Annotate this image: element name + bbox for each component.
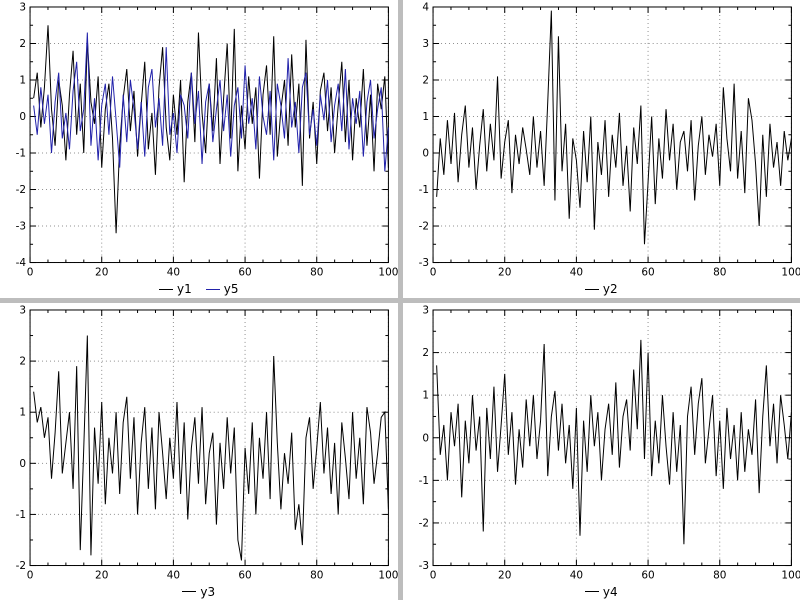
legend-line-sample: [159, 288, 173, 290]
svg-text:40: 40: [167, 569, 180, 581]
svg-text:40: 40: [569, 569, 582, 581]
legend-item-y5: y5: [205, 282, 239, 296]
svg-text:0: 0: [27, 569, 34, 581]
svg-text:-2: -2: [418, 517, 428, 529]
svg-text:100: 100: [378, 569, 397, 581]
svg-text:1: 1: [422, 111, 429, 123]
legend-y2: y2: [403, 281, 800, 298]
svg-text:-3: -3: [418, 257, 428, 269]
svg-text:-3: -3: [418, 560, 428, 572]
legend-item-y3: y3: [182, 585, 215, 599]
svg-text:60: 60: [238, 267, 251, 279]
svg-text:-1: -1: [418, 184, 428, 196]
svg-text:1: 1: [19, 74, 26, 86]
plot-area-y2: 0 20 40 60 80 100 -3 -2 -1 0 1 2 3 4: [403, 0, 800, 281]
svg-text:80: 80: [713, 569, 726, 581]
legend-item-y1: y1: [159, 282, 192, 296]
legend-item-y4: y4: [584, 584, 618, 599]
svg-text:2: 2: [19, 355, 26, 367]
svg-text:80: 80: [310, 569, 323, 581]
legend-label: y3: [200, 584, 216, 599]
svg-text:3: 3: [422, 304, 429, 316]
svg-text:4: 4: [422, 1, 429, 13]
svg-text:0: 0: [422, 432, 429, 444]
legend-line-sample: [584, 591, 599, 592]
svg-text:-1: -1: [418, 474, 428, 486]
svg-text:100: 100: [781, 267, 800, 279]
legend-label: y1: [177, 282, 192, 296]
svg-text:2: 2: [422, 347, 429, 359]
svg-text:20: 20: [498, 569, 511, 581]
svg-text:0: 0: [27, 267, 34, 279]
legend-y1-y5: y1 y5: [0, 281, 398, 298]
svg-text:20: 20: [95, 267, 108, 279]
svg-text:0: 0: [19, 457, 26, 469]
svg-text:40: 40: [167, 267, 180, 279]
svg-text:80: 80: [310, 267, 323, 279]
svg-text:60: 60: [641, 267, 654, 279]
svg-text:60: 60: [238, 569, 251, 581]
svg-text:0: 0: [422, 148, 429, 160]
plot-area-y1-y5: 0 20 40 60 80 100 -4 -3 -2 -1 0 1 2 3: [0, 0, 398, 281]
legend-y4: y4: [403, 583, 800, 600]
svg-text:100: 100: [781, 569, 800, 581]
chart-panel-top-right: 0 20 40 60 80 100 -3 -2 -1 0 1 2 3 4 y2: [402, 0, 800, 298]
plot-area-y4: 0 20 40 60 80 100 -3 -2 -1 0 1 2 3: [403, 303, 800, 584]
legend-line-sample: [584, 288, 599, 290]
legend-y3: y3: [0, 583, 398, 600]
svg-text:2: 2: [19, 38, 26, 50]
svg-text:1: 1: [422, 389, 429, 401]
chart-panel-top-left: 0 20 40 60 80 100 -4 -3 -2 -1 0 1 2 3 y1 y5: [0, 0, 398, 298]
svg-text:3: 3: [422, 38, 429, 50]
svg-text:-2: -2: [16, 184, 26, 196]
svg-text:3: 3: [19, 304, 26, 316]
svg-text:-3: -3: [16, 221, 26, 233]
svg-text:20: 20: [498, 267, 511, 279]
svg-text:0: 0: [429, 267, 436, 279]
svg-text:-1: -1: [16, 148, 26, 160]
svg-text:3: 3: [19, 1, 26, 13]
svg-text:80: 80: [713, 267, 726, 279]
svg-text:1: 1: [19, 406, 26, 418]
chart-panel-bottom-left: 0 20 40 60 80 100 -2 -1 0 1 2 3 y3: [0, 302, 398, 600]
legend-item-y2: y2: [584, 282, 618, 296]
chart-panel-bottom-right: 0 20 40 60 80 100 -3 -2 -1 0 1 2 3 y4: [402, 302, 800, 600]
svg-text:-4: -4: [16, 257, 27, 269]
plot-area-y3: 0 20 40 60 80 100 -2 -1 0 1 2 3: [0, 303, 398, 584]
legend-label: y2: [602, 282, 618, 296]
svg-text:-2: -2: [418, 221, 428, 233]
legend-label: y4: [602, 584, 618, 599]
legend-line-sample: [205, 288, 220, 290]
svg-text:-2: -2: [16, 560, 26, 572]
svg-text:-1: -1: [16, 508, 26, 520]
svg-text:40: 40: [569, 267, 582, 279]
legend-line-sample: [182, 591, 197, 592]
svg-text:60: 60: [641, 569, 654, 581]
svg-text:2: 2: [422, 74, 429, 86]
svg-text:0: 0: [429, 569, 436, 581]
legend-label: y5: [223, 282, 239, 296]
svg-text:0: 0: [19, 111, 26, 123]
svg-text:20: 20: [95, 569, 108, 581]
svg-text:100: 100: [378, 267, 397, 279]
